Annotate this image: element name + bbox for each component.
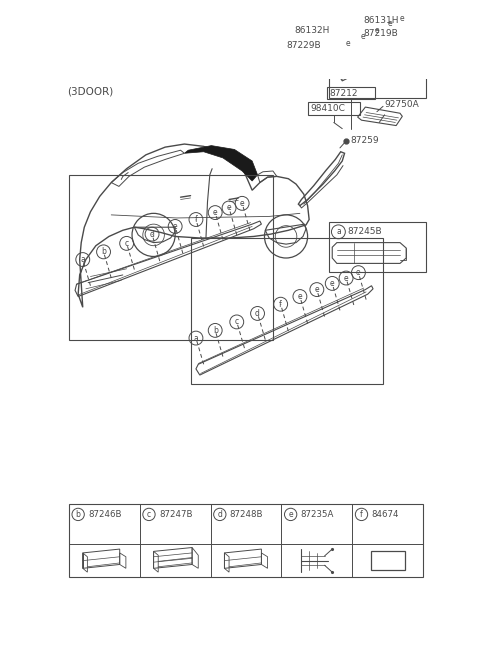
- Text: a: a: [193, 333, 198, 343]
- Text: 86131H: 86131H: [364, 16, 399, 26]
- Text: b: b: [213, 326, 217, 335]
- Text: d: d: [150, 230, 155, 238]
- Text: 87246B: 87246B: [88, 510, 121, 519]
- Text: e: e: [213, 208, 217, 217]
- Bar: [329, 9, 426, 98]
- Text: e: e: [240, 199, 244, 208]
- Bar: [69, 504, 423, 577]
- Bar: [327, 87, 374, 100]
- Text: e: e: [298, 292, 302, 301]
- Text: 98410C: 98410C: [310, 104, 345, 113]
- Text: e: e: [356, 268, 361, 277]
- Text: d: d: [217, 510, 222, 519]
- Text: e: e: [330, 279, 335, 288]
- Text: e: e: [288, 510, 293, 519]
- Text: 87235A: 87235A: [300, 510, 334, 519]
- Text: f: f: [279, 300, 282, 309]
- Bar: [329, 222, 426, 272]
- Text: 84674: 84674: [372, 510, 399, 519]
- Text: e: e: [227, 204, 231, 212]
- Text: f: f: [194, 215, 197, 224]
- Text: c: c: [147, 510, 151, 519]
- Text: f: f: [360, 510, 363, 519]
- Text: 86132H: 86132H: [295, 26, 330, 35]
- Text: d: d: [255, 309, 260, 318]
- Text: e: e: [344, 274, 348, 282]
- Text: (3DOOR): (3DOOR): [67, 86, 114, 96]
- Bar: [191, 238, 383, 384]
- Text: e: e: [345, 39, 350, 48]
- Text: c: c: [125, 239, 129, 248]
- Bar: [371, 552, 405, 570]
- Text: 87245B: 87245B: [348, 227, 382, 236]
- Text: 87259: 87259: [350, 136, 379, 145]
- Text: a: a: [80, 255, 85, 264]
- Text: e: e: [361, 31, 365, 41]
- Text: b: b: [76, 510, 81, 519]
- Text: e: e: [374, 26, 379, 35]
- Text: c: c: [235, 318, 239, 326]
- Polygon shape: [184, 145, 258, 181]
- Text: e: e: [173, 222, 178, 231]
- Text: 92750A: 92750A: [384, 100, 420, 109]
- Text: 87248B: 87248B: [230, 510, 264, 519]
- Text: e: e: [314, 285, 319, 294]
- Bar: [308, 102, 360, 115]
- Text: 87247B: 87247B: [159, 510, 192, 519]
- Text: b: b: [101, 248, 106, 256]
- Text: 87212: 87212: [329, 88, 358, 98]
- Text: 87229B: 87229B: [286, 41, 321, 50]
- Bar: [69, 175, 273, 341]
- Text: 87219B: 87219B: [364, 29, 398, 38]
- Text: e: e: [399, 14, 404, 23]
- Text: a: a: [336, 227, 341, 236]
- Text: e: e: [388, 20, 392, 28]
